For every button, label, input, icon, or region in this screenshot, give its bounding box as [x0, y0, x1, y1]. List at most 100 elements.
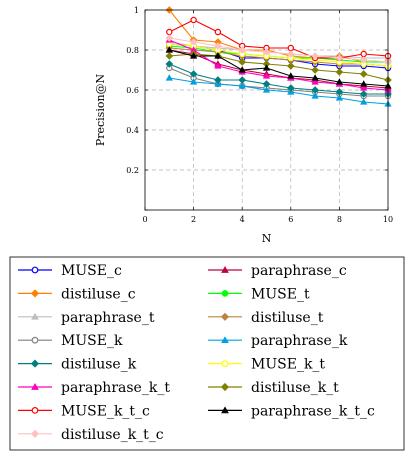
data-point [360, 84, 368, 91]
data-point [189, 70, 198, 78]
data-point [214, 62, 222, 69]
data-point [359, 56, 368, 64]
data-point [214, 76, 222, 84]
legend-marker [31, 266, 39, 274]
legend-label: paraphrase_k [251, 333, 348, 349]
data-point [166, 28, 173, 36]
data-point [287, 44, 294, 52]
legend-marker [221, 360, 229, 368]
series-paraphrase-k-t-c [165, 46, 392, 89]
legend-label: distiluse_t [251, 310, 324, 326]
y-axis-label: Precision@N [94, 73, 107, 146]
data-point [214, 52, 222, 59]
data-point [165, 34, 174, 42]
x-tick-label: 0 [142, 215, 147, 224]
data-point [189, 38, 198, 46]
series-distiluse-k-t-c [165, 34, 392, 66]
data-point [238, 76, 247, 84]
data-point [214, 28, 222, 36]
data-point [286, 50, 295, 58]
legend-marker [221, 290, 229, 297]
data-point [165, 60, 174, 68]
y-tick-label: 0.6 [126, 86, 139, 95]
series-layer [165, 6, 392, 107]
data-point [238, 66, 246, 73]
data-point [335, 94, 344, 101]
data-point [311, 92, 319, 99]
legend-label: MUSE_k_t_c [61, 403, 150, 419]
series-line [169, 49, 389, 89]
data-point [359, 70, 368, 78]
data-point [335, 78, 344, 85]
legend-label: MUSE_t [251, 286, 310, 302]
x-tick-label: 6 [288, 215, 293, 224]
y-tick-label: 0.8 [126, 46, 139, 55]
legend-label: paraphrase_t [61, 310, 155, 326]
legend-marker [31, 312, 39, 320]
data-point [165, 74, 173, 81]
data-point [360, 50, 367, 58]
tick-labels: 0 2 4 6 8 10 0.2 0.4 0.6 0.8 1 [126, 6, 393, 224]
legend-marker [221, 266, 229, 273]
data-point [189, 52, 198, 59]
legend-marker [31, 407, 39, 414]
data-point [238, 82, 246, 89]
legend-label: distiluse_k_t [251, 380, 339, 396]
x-tick-label: 4 [240, 215, 245, 224]
data-point [311, 78, 319, 85]
data-point [335, 88, 344, 96]
legend-label: distiluse_k [61, 357, 137, 373]
data-point [165, 52, 174, 60]
legend-marker [30, 429, 40, 438]
legend-item: paraphrase_t [18, 310, 155, 326]
series-line [169, 47, 389, 67]
series-line [169, 37, 389, 63]
data-point [262, 64, 271, 71]
legend-item: distiluse_k_t_c [18, 427, 164, 443]
legend-label: paraphrase_k_t [61, 380, 170, 396]
series-line [169, 77, 389, 105]
data-point [165, 46, 173, 53]
data-point [190, 16, 197, 24]
legend-label: MUSE_c [61, 263, 122, 279]
y-tick-label: 1 [134, 6, 139, 15]
y-tick-label: 0.4 [126, 126, 139, 135]
data-point [311, 66, 319, 74]
data-point [311, 74, 319, 81]
data-point [335, 54, 344, 62]
x-tick-label: 2 [191, 215, 196, 224]
legend-item: distiluse_k_t [208, 380, 339, 396]
legend-marker [220, 382, 230, 392]
x-axis-label: N [262, 232, 272, 245]
data-point [287, 72, 295, 79]
legend-item: MUSE_c [18, 263, 122, 279]
legend-label: paraphrase_c [251, 263, 347, 279]
series-line [169, 19, 389, 59]
data-point [360, 80, 368, 87]
legend: MUSE_c paraphrase_c distiluse_c MUSE_tparap… [9, 256, 405, 451]
legend-item: distiluse_c [18, 286, 136, 302]
legend-item: distiluse_t [208, 310, 324, 326]
legend-label: distiluse_k_t_c [61, 427, 164, 443]
data-point [238, 58, 247, 66]
data-point [311, 52, 319, 60]
legend-marker [31, 336, 39, 344]
legend-label: distiluse_c [61, 286, 136, 302]
series-line [169, 39, 389, 91]
legend-marker [221, 336, 229, 344]
data-point [238, 46, 247, 54]
legend-label: paraphrase_k_t_c [251, 403, 375, 419]
plot-frame [144, 9, 389, 211]
legend-item: paraphrase_k_t [18, 380, 170, 396]
data-point [360, 98, 368, 105]
data-point [262, 72, 271, 79]
data-point [189, 78, 198, 85]
legend-item: paraphrase_k_t_c [208, 403, 375, 419]
data-point [262, 80, 271, 88]
legend-item: distiluse_k [18, 357, 137, 373]
x-tick-label: 10 [383, 215, 393, 224]
series-line [169, 49, 389, 87]
series-line [169, 63, 388, 95]
x-tick-label: 8 [337, 215, 342, 224]
